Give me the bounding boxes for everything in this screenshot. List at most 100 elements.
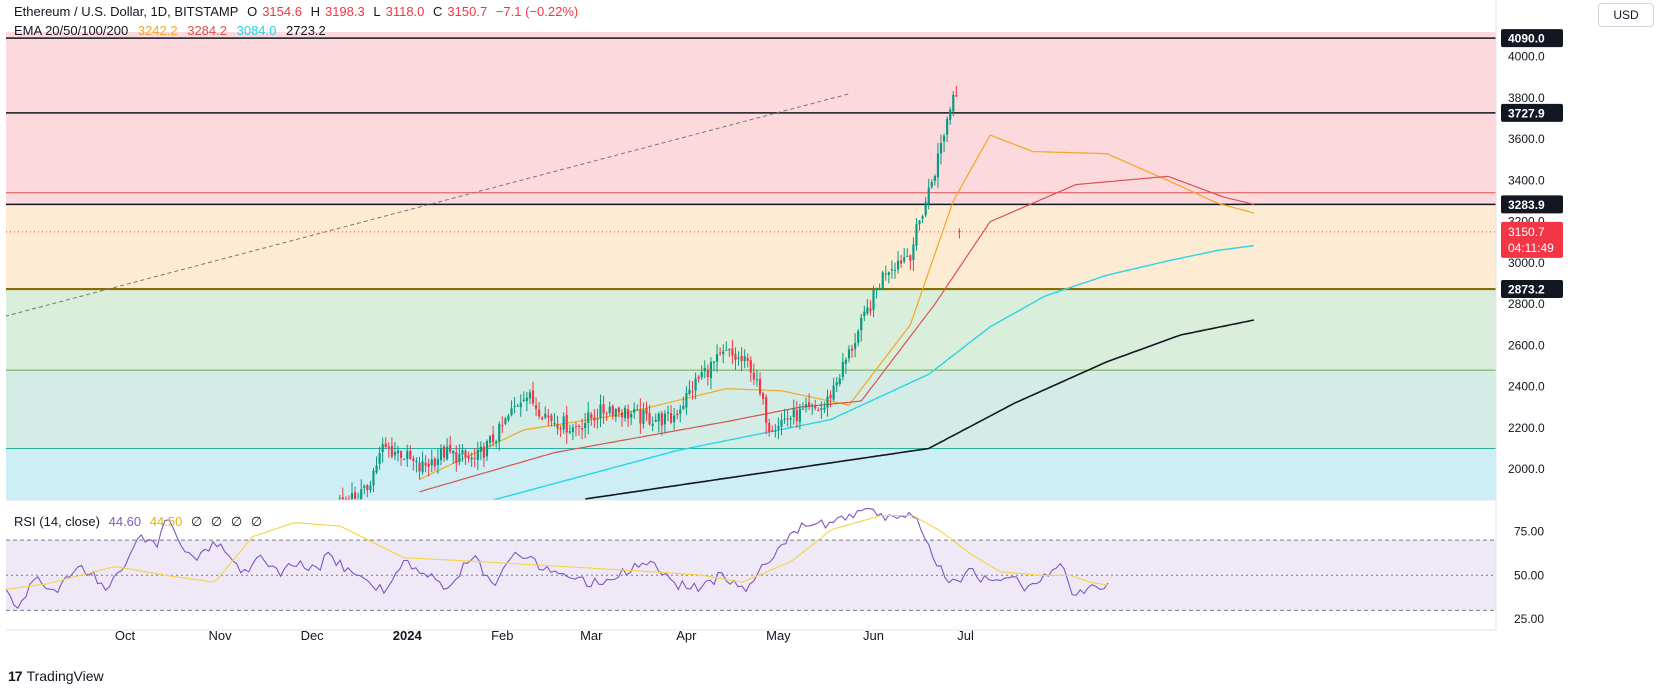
candle-body xyxy=(685,392,688,408)
tradingview-logo[interactable]: 17 TradingView xyxy=(8,668,104,684)
candle-body xyxy=(393,451,397,456)
candle-body xyxy=(547,415,550,418)
symbol-title: Ethereum / U.S. Dollar, 1D, BITSTAMP xyxy=(14,4,239,19)
candle-body xyxy=(872,289,875,310)
rsi-pane xyxy=(5,508,1496,631)
time-axis-tick: May xyxy=(766,628,791,643)
main-price-pane xyxy=(6,32,1496,501)
candle-body xyxy=(439,448,443,461)
candle-body xyxy=(850,348,854,351)
candle-body xyxy=(939,142,943,154)
candle-body xyxy=(409,451,412,459)
candle-body xyxy=(611,406,614,416)
candle-body xyxy=(719,352,722,354)
currency-button[interactable]: USD xyxy=(1598,3,1654,27)
ohlc-close: C 3150.7 xyxy=(433,4,488,19)
candle-body xyxy=(470,457,473,460)
candle-body xyxy=(581,427,584,430)
candle-body xyxy=(743,356,746,362)
ema-legend[interactable]: EMA 20/50/100/200 3242.2 3284.2 3084.0 2… xyxy=(14,23,332,38)
candle-body xyxy=(479,446,482,452)
bar-countdown: 04:11:49 xyxy=(1508,241,1554,255)
candle-body xyxy=(737,357,740,359)
tradingview-mark-icon: 17 xyxy=(8,668,23,684)
candle-body xyxy=(709,361,713,378)
candle-body xyxy=(691,391,694,393)
candle-body xyxy=(663,413,666,425)
candle-body xyxy=(676,413,679,416)
candle-body xyxy=(783,418,786,420)
candle-body xyxy=(884,273,887,275)
candle-body xyxy=(777,425,780,429)
candle-body xyxy=(823,407,826,410)
ema100-value: 3084.0 xyxy=(236,23,277,38)
candle-body xyxy=(390,445,393,457)
price-axis-tick: 2000.0 xyxy=(1508,462,1545,476)
candle-body xyxy=(418,462,421,472)
candle-body xyxy=(909,255,912,261)
candle-body xyxy=(369,485,372,491)
candle-body xyxy=(568,431,571,433)
candle-body xyxy=(627,409,630,419)
candle-body xyxy=(464,450,467,458)
candle-body xyxy=(541,417,544,420)
candle-body xyxy=(400,451,403,458)
candle-body xyxy=(571,427,574,433)
candle-body xyxy=(424,462,427,466)
candle-body xyxy=(933,175,936,181)
price-axis-tick: 3600.0 xyxy=(1508,132,1545,146)
rsi-axis-tick: 50.00 xyxy=(1514,568,1544,582)
price-axis-tick: 3400.0 xyxy=(1508,173,1545,187)
candle-body xyxy=(927,187,930,204)
candle-body xyxy=(765,397,768,423)
candle-body xyxy=(544,413,547,418)
price-axis-tick: 2200.0 xyxy=(1508,421,1545,435)
price-axis-tick: 3000.0 xyxy=(1508,256,1545,270)
candle-body xyxy=(694,378,697,391)
rsi-legend[interactable]: RSI (14, close) 44.60 44.50 ∅ ∅ ∅ ∅ xyxy=(14,514,267,530)
candle-body xyxy=(372,470,375,486)
candle-body xyxy=(657,413,660,422)
candle-body xyxy=(697,376,700,379)
candle-body xyxy=(700,372,703,378)
ema-legend-label: EMA 20/50/100/200 xyxy=(14,23,129,38)
candle-body xyxy=(433,458,436,467)
candle-body xyxy=(528,392,532,399)
candle-body xyxy=(584,422,587,429)
candle-body xyxy=(354,492,357,499)
main-plot xyxy=(6,37,1496,500)
ema200-value: 2723.2 xyxy=(286,23,326,38)
candle-body xyxy=(786,418,789,420)
price-axis-tick: 3800.0 xyxy=(1508,91,1545,105)
candle-body xyxy=(412,458,415,461)
candle-body xyxy=(630,413,633,418)
candle-body xyxy=(918,220,921,225)
candle-body xyxy=(415,460,418,463)
candle-body xyxy=(556,424,559,429)
candle-body xyxy=(725,349,728,351)
candle-body xyxy=(396,450,400,454)
rsi-extra: ∅ xyxy=(230,514,243,529)
candle-body xyxy=(559,428,562,430)
candle-body xyxy=(826,396,829,408)
candle-body xyxy=(863,311,866,317)
candle-body xyxy=(495,441,498,444)
candle-body xyxy=(577,425,581,428)
candle-body xyxy=(906,256,909,258)
candle-body xyxy=(452,450,455,454)
candle-body xyxy=(473,457,476,459)
candle-body xyxy=(820,408,823,410)
price-level-tag xyxy=(1501,29,1563,48)
candle-body xyxy=(406,450,409,459)
candle-body xyxy=(817,410,820,412)
candle-body xyxy=(844,359,847,364)
candle-body xyxy=(574,426,578,428)
candle-body xyxy=(516,405,519,407)
candle-body xyxy=(731,348,734,356)
candle-body xyxy=(829,394,832,399)
time-axis-tick: Feb xyxy=(491,628,513,643)
candle-body xyxy=(485,441,489,457)
candle-body xyxy=(740,355,743,362)
candle-body xyxy=(504,418,507,424)
